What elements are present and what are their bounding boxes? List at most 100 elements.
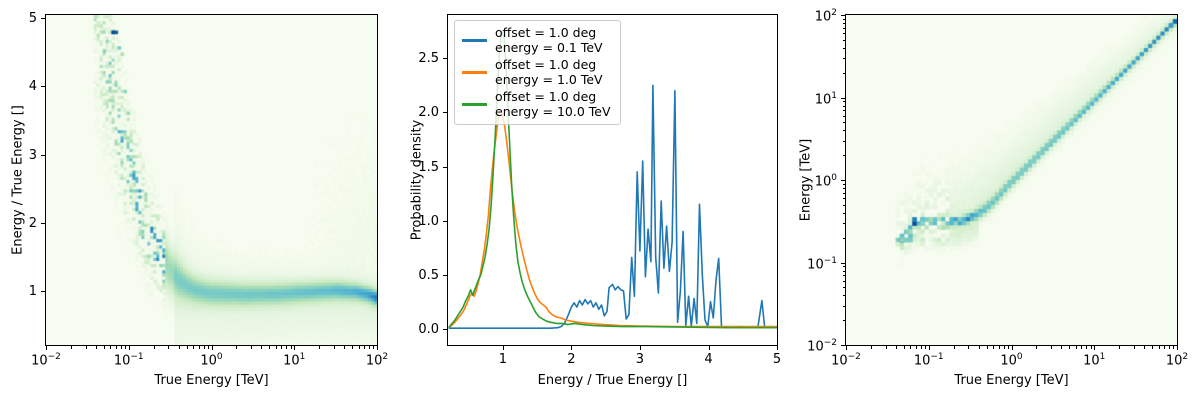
x-tick [925, 346, 926, 349]
x-tick [1133, 346, 1135, 349]
y-tick [842, 105, 845, 107]
x-tick [103, 346, 105, 349]
x-tick [286, 346, 288, 349]
x-tick [986, 346, 988, 349]
y-tick [842, 58, 845, 60]
y-tick-label: 3 [28, 147, 37, 163]
x-tick [261, 346, 263, 349]
y-tick [41, 18, 45, 20]
y-tick [842, 33, 845, 35]
y-tick [842, 223, 845, 225]
x-tick [1119, 346, 1121, 349]
y-tick [842, 287, 845, 289]
x-tick [968, 346, 970, 349]
x-tick [203, 346, 205, 349]
x-tick [1173, 346, 1175, 349]
x-tick [377, 346, 378, 350]
y-tick [842, 122, 845, 124]
x-tick [777, 346, 778, 350]
legend-label: offset = 1.0 deg energy = 10.0 TeV [495, 89, 611, 119]
y-tick [842, 266, 845, 268]
x-tick [1011, 346, 1013, 350]
y-tick [842, 270, 845, 272]
middle-xaxis-label: Energy / True Energy [] [537, 373, 688, 388]
x-tick [978, 346, 980, 349]
y-tick [842, 101, 845, 103]
x-tick [236, 346, 238, 349]
y-tick [41, 222, 45, 224]
legend: offset = 1.0 deg energy = 0.1 TeV offset =… [454, 20, 621, 125]
x-tick [46, 346, 47, 350]
x-tick-label: 100 [1000, 352, 1023, 369]
x-tick-label: 5 [772, 352, 782, 367]
x-tick [281, 346, 283, 349]
y-tick [842, 115, 845, 117]
x-tick [1003, 346, 1005, 349]
left-xaxis-label: True Energy [TeV] [154, 373, 269, 388]
x-tick-label: 10−2 [831, 352, 861, 369]
x-tick [153, 346, 155, 349]
y-tick [41, 154, 45, 156]
x-tick [915, 346, 917, 349]
y-tick [841, 180, 845, 181]
y-tick-label: 2.5 [418, 51, 439, 67]
x-tick [910, 346, 912, 349]
y-tick [842, 72, 845, 74]
x-tick-label: 101 [1083, 352, 1106, 369]
x-tick [1086, 346, 1088, 349]
x-tick [846, 346, 847, 350]
legend-line-swatch [462, 39, 487, 42]
x-tick [373, 346, 375, 349]
legend-entry-1: offset = 1.0 deg energy = 1.0 TeV [462, 57, 611, 87]
y-tick [842, 23, 845, 24]
y-tick [842, 192, 845, 194]
y-tick [842, 305, 845, 307]
y-tick [842, 183, 845, 185]
y-tick [841, 97, 845, 99]
x-tick [333, 346, 335, 349]
x-tick [207, 346, 209, 349]
x-tick [998, 346, 1000, 349]
x-tick [1090, 346, 1092, 349]
x-tick [920, 346, 922, 349]
x-tick [115, 346, 117, 349]
x-tick-label: 102 [365, 352, 389, 369]
y-tick [842, 280, 845, 282]
y-tick-label: 5 [28, 11, 37, 27]
y-tick [841, 345, 845, 346]
x-tick-label: 10−1 [113, 352, 144, 369]
y-tick [443, 166, 447, 168]
y-tick-label: 1.0 [418, 213, 439, 229]
x-tick [1069, 346, 1071, 349]
x-tick [290, 346, 292, 349]
y-tick-label: 10−1 [807, 255, 837, 272]
energy-migration-heatmap [846, 15, 1177, 345]
x-tick [502, 346, 504, 350]
y-tick [842, 110, 845, 112]
x-tick [211, 346, 213, 350]
y-tick [842, 27, 845, 29]
panel-energy-vs-true-energy [845, 14, 1178, 346]
series-line-0 [448, 84, 777, 330]
x-tick-label: 10−2 [31, 352, 61, 369]
x-tick [1036, 346, 1038, 349]
y-tick-label: 1.5 [418, 159, 439, 175]
legend-entry-2: offset = 1.0 deg energy = 10.0 TeV [462, 89, 611, 119]
x-tick [110, 346, 112, 349]
panel-energy-dispersion-pdf: offset = 1.0 deg energy = 0.1 TeV offset =… [447, 14, 778, 346]
x-tick [186, 346, 188, 349]
panel-energy-ratio-vs-true-energy [45, 14, 378, 346]
y-tick [842, 275, 845, 277]
y-tick [842, 39, 845, 41]
x-tick [95, 346, 97, 349]
y-tick-label: 0.5 [418, 267, 439, 283]
x-tick-label: 100 [200, 352, 223, 369]
x-tick [903, 346, 905, 349]
x-tick [70, 346, 72, 349]
y-tick [41, 290, 45, 292]
y-tick [842, 130, 845, 132]
y-tick-label: 10−2 [807, 338, 837, 355]
y-tick-label: 102 [814, 8, 837, 25]
right-xaxis-label: True Energy [TeV] [954, 373, 1069, 388]
y-tick-label: 4 [28, 79, 37, 95]
